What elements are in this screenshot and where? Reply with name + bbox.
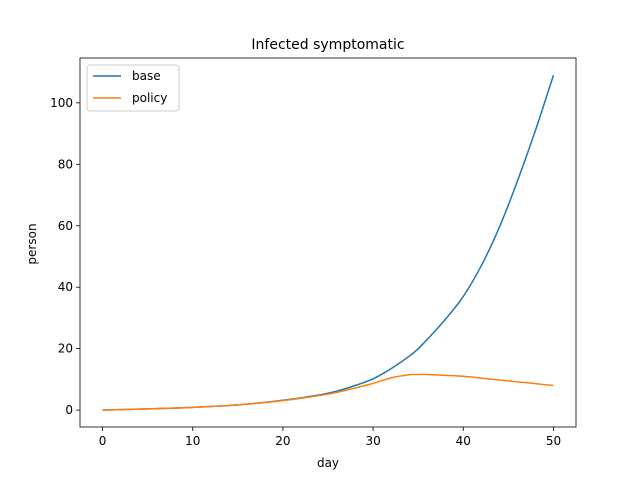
- legend-label-policy: policy: [132, 91, 167, 105]
- plot-area: [79, 57, 577, 428]
- y-tick-label: 80: [58, 157, 73, 171]
- y-tick-label: 100: [50, 96, 73, 110]
- series-lines: [102, 74, 555, 411]
- y-axis-label: person: [25, 223, 39, 264]
- x-tick-label: 0: [99, 434, 107, 448]
- x-tick-label: 20: [275, 434, 290, 448]
- series-line-policy: [102, 373, 554, 411]
- x-tick-label: 50: [546, 434, 561, 448]
- x-tick-label: 30: [365, 434, 380, 448]
- x-tick-label: 10: [185, 434, 200, 448]
- x-axis: 0 10 20 30 40 50: [99, 427, 561, 448]
- legend: base policy: [86, 64, 180, 112]
- y-tick-label: 40: [58, 280, 73, 294]
- x-tick-label: 40: [456, 434, 471, 448]
- y-axis: 0 20 40 60 80 100: [50, 96, 80, 417]
- y-tick-label: 60: [58, 219, 73, 233]
- y-tick-label: 0: [65, 403, 73, 417]
- chart-title: Infected symptomatic: [251, 37, 404, 53]
- axes-frame: [79, 57, 577, 428]
- x-axis-label: day: [317, 456, 339, 470]
- y-tick-label: 20: [58, 342, 73, 356]
- legend-label-base: base: [132, 69, 161, 83]
